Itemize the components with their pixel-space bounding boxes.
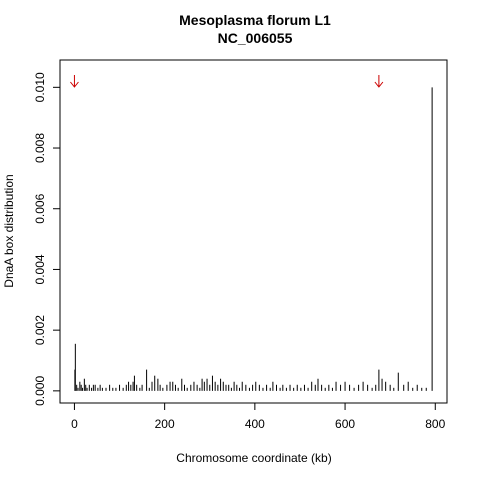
x-tick-label: 600 [335,417,355,431]
y-tick-label: 0.010 [33,72,47,102]
x-axis-label: Chromosome coordinate (kb) [176,451,331,465]
x-tick-label: 200 [155,417,175,431]
x-tick-label: 0 [71,417,78,431]
y-tick-label: 0.004 [33,254,47,284]
x-tick-label: 400 [245,417,265,431]
y-tick-label: 0.000 [33,376,47,406]
arrow [374,75,384,88]
x-tick-label: 800 [425,417,445,431]
arrow [70,75,79,88]
y-tick-label: 0.002 [33,315,47,345]
chart-title: Mesoplasma florum L1 [179,12,331,28]
y-tick-label: 0.008 [33,133,47,163]
y-tick-label: 0.006 [33,193,47,223]
y-axis-label: DnaA box distribution [2,174,16,287]
chart-subtitle: NC_006055 [218,30,293,46]
